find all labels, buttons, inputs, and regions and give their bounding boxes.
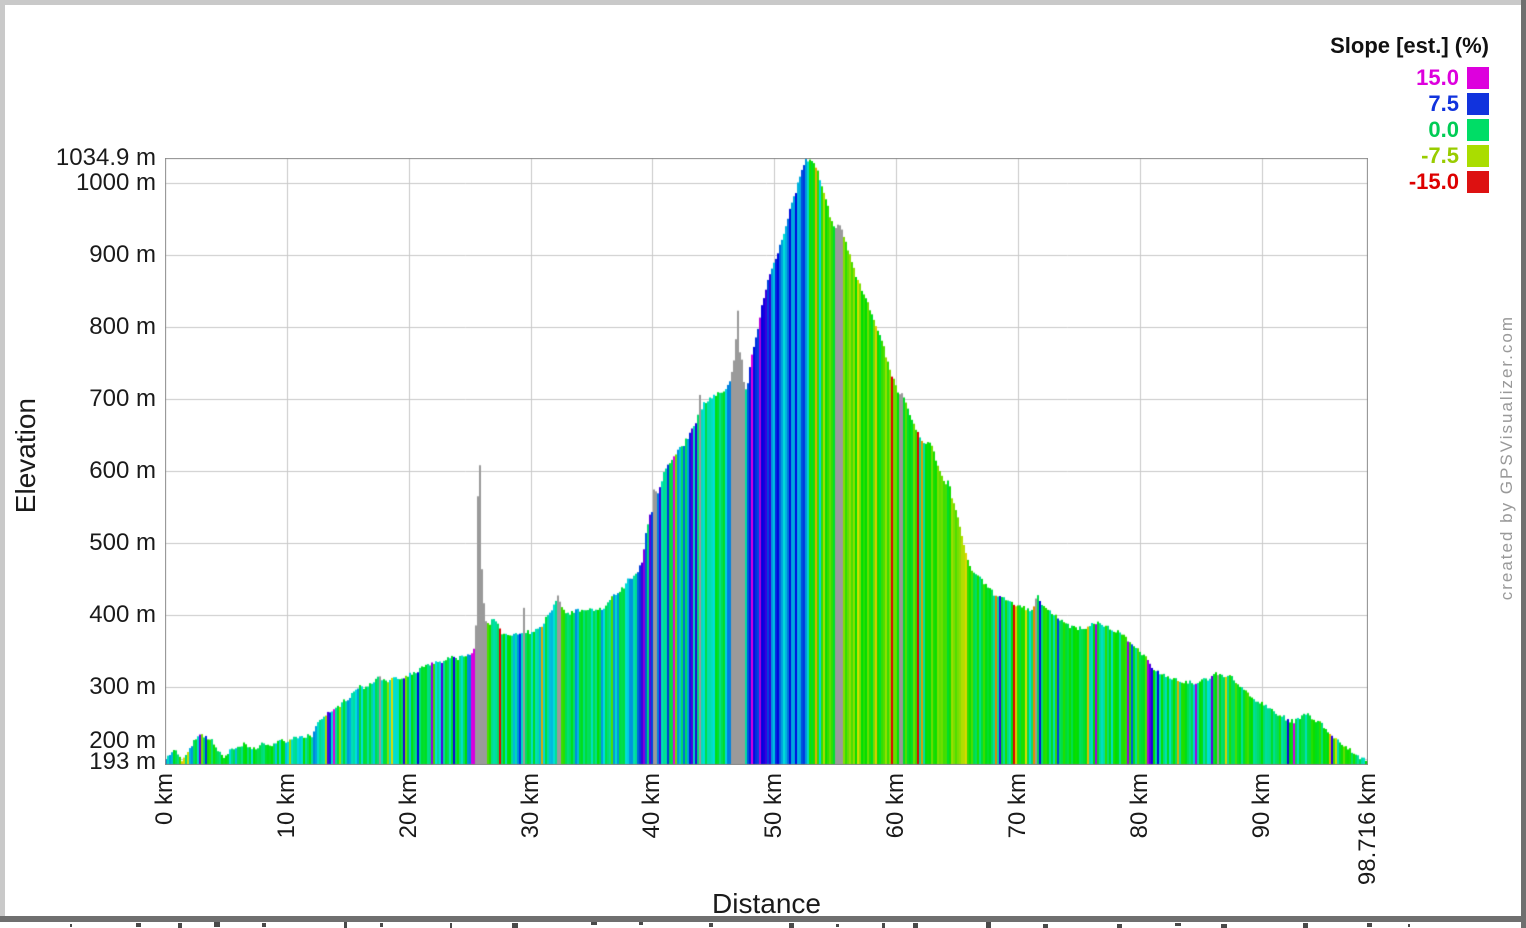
cropped-text-fragment [1366, 922, 1373, 928]
y-tick-label: 200 m [89, 726, 156, 754]
legend-title: Slope [est.] (%) [1330, 33, 1489, 58]
legend-item-label: -7.5 [1421, 143, 1459, 168]
cropped-text-fragment [136, 922, 142, 928]
x-tick-label: 90 km [1247, 773, 1275, 839]
cropped-text-fragment [1303, 922, 1308, 928]
y-tick-label: 500 m [89, 529, 156, 557]
cropped-text-fragment [1407, 923, 1410, 927]
cropped-text-fragment [262, 922, 266, 928]
legend-swatch [1467, 145, 1489, 167]
y-tick-label: 1000 m [75, 169, 156, 197]
x-tick-label: 0 km [151, 773, 178, 826]
legend-item: -7.5 [1330, 143, 1489, 169]
window-border-right [1521, 0, 1526, 928]
y-axis-title: Elevation [10, 398, 41, 514]
legend-item: 7.5 [1330, 91, 1489, 117]
cropped-text-fragment [214, 922, 221, 927]
cropped-content-strip [0, 922, 1521, 928]
legend-item: -15.0 [1330, 169, 1489, 195]
cropped-text-fragment [1221, 923, 1228, 928]
x-tick-label: 50 km [760, 773, 788, 839]
cropped-text-fragment [70, 923, 73, 928]
x-tick-label: 40 km [638, 773, 666, 839]
window-border-bottom [0, 916, 1521, 922]
elevation-profile-plot [165, 158, 1368, 765]
legend-items: 15.0 7.5 0.0 -7.5 -15.0 [1330, 65, 1489, 195]
cropped-text-fragment [450, 923, 453, 928]
y-tick-label: 193 m [89, 748, 156, 775]
x-tick-label: 60 km [882, 773, 910, 839]
legend-item: 0.0 [1330, 117, 1489, 143]
cropped-text-fragment [512, 923, 518, 928]
cropped-text-fragment [708, 922, 713, 928]
y-tick-label: 800 m [89, 313, 156, 341]
legend-item-label: 0.0 [1428, 117, 1459, 142]
window-border-top [0, 0, 1526, 5]
cropped-text-fragment [1043, 923, 1049, 928]
legend-item-label: 15.0 [1416, 65, 1459, 90]
cropped-text-fragment [986, 922, 992, 928]
x-tick-label: 80 km [1125, 773, 1153, 839]
y-tick-label: 900 m [89, 241, 156, 269]
slope-legend: Slope [est.] (%) 15.0 7.5 0.0 -7.5 -15.0 [1330, 33, 1489, 195]
y-tick-label: 600 m [89, 457, 156, 485]
cropped-text-fragment [882, 922, 886, 928]
legend-swatch [1467, 119, 1489, 141]
y-tick-label: 1034.9 m [55, 144, 156, 171]
x-tick-label: 70 km [1004, 773, 1032, 839]
cropped-text-fragment [788, 922, 795, 928]
legend-item-label: 7.5 [1428, 91, 1459, 116]
cropped-text-fragment [912, 923, 918, 928]
legend-swatch [1467, 67, 1489, 89]
x-tick-label: 10 km [272, 773, 300, 839]
x-tick-label: 98.716 km [1354, 773, 1381, 886]
cropped-text-fragment [177, 922, 183, 928]
legend-swatch [1467, 93, 1489, 115]
cropped-text-fragment [344, 922, 348, 928]
cropped-text-fragment [836, 923, 840, 928]
cropped-text-fragment [1117, 923, 1123, 928]
window-border-left [0, 0, 5, 916]
cropped-text-fragment [380, 923, 383, 927]
x-tick-label: 20 km [394, 773, 422, 839]
cropped-text-fragment [590, 922, 598, 926]
x-tick-label: 30 km [516, 773, 544, 839]
legend-item: 15.0 [1330, 65, 1489, 91]
legend-item-label: -15.0 [1408, 169, 1459, 194]
watermark: created by GPSVisualizer.com [1497, 315, 1516, 601]
x-axis-title: Distance [712, 888, 821, 919]
y-tick-label: 700 m [89, 385, 156, 413]
legend-swatch [1467, 171, 1489, 193]
cropped-text-fragment [1175, 923, 1182, 927]
y-tick-label: 400 m [89, 601, 156, 628]
y-tick-label: 300 m [89, 672, 156, 700]
cropped-text-fragment [638, 922, 643, 926]
